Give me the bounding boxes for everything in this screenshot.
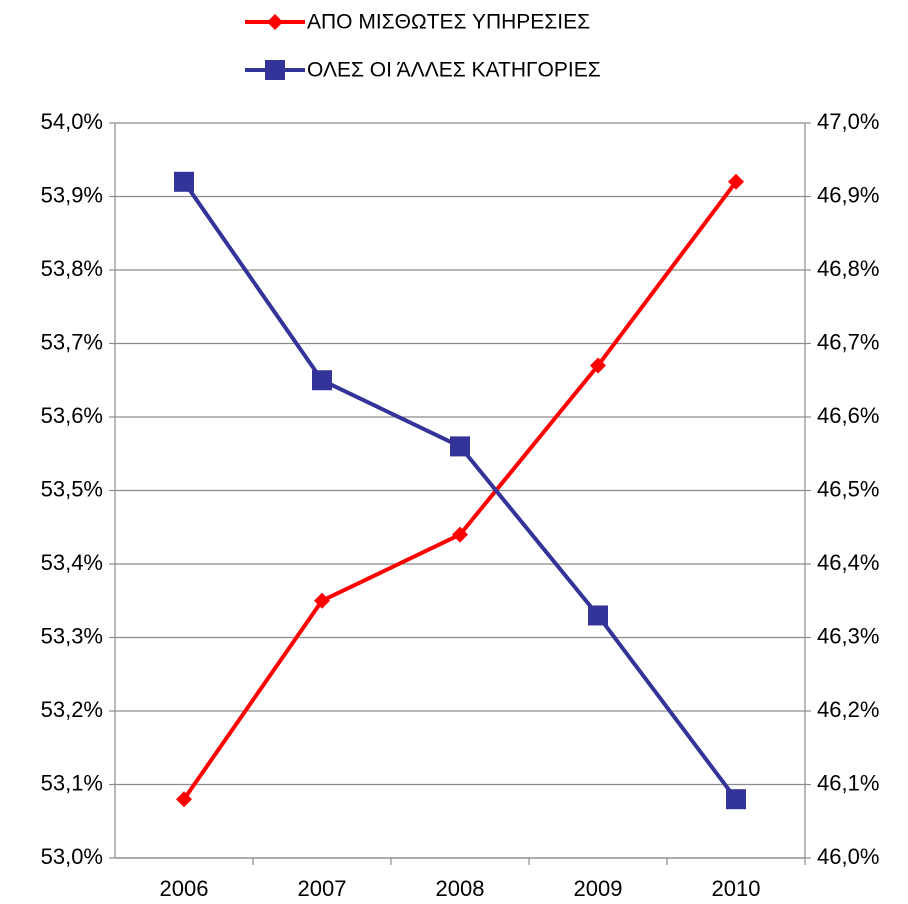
y-tick-label: 53,8% (41, 256, 103, 281)
x-tick-label: 2007 (298, 876, 347, 901)
y2-tick-label: 46,3% (817, 623, 879, 648)
x-tick-label: 2010 (712, 876, 761, 901)
y2-tick-label: 46,5% (817, 476, 879, 501)
legend-label: ΟΛΕΣ ΟΙ ΆΛΛΕΣ ΚΑΤΗΓΟΡΙΕΣ (307, 59, 601, 82)
y2-tick-label: 46,7% (817, 329, 879, 354)
data-point (726, 789, 746, 810)
x-tick-label: 2006 (160, 876, 209, 901)
y2-tick-label: 46,8% (817, 256, 879, 281)
data-point (590, 357, 606, 374)
y-tick-label: 53,2% (41, 697, 103, 722)
y2-tick-label: 46,0% (817, 844, 879, 869)
y-tick-label: 54,0% (41, 109, 103, 134)
data-point (450, 436, 470, 457)
y2-tick-label: 46,4% (817, 550, 879, 575)
data-point (314, 592, 330, 609)
data-point (728, 173, 744, 190)
data-point (174, 171, 194, 192)
y2-tick-label: 46,1% (817, 770, 879, 795)
legend-label: ΑΠΟ ΜΙΣΘΩΤΕΣ ΥΠΗΡΕΣΙΕΣ (307, 11, 590, 34)
y-tick-label: 53,3% (41, 623, 103, 648)
y2-tick-label: 46,9% (817, 182, 879, 207)
x-tick-label: 2009 (574, 876, 623, 901)
data-point (312, 370, 332, 391)
y-tick-label: 53,4% (41, 550, 103, 575)
y2-tick-label: 47,0% (817, 109, 879, 134)
y-tick-label: 53,1% (41, 770, 103, 795)
y-tick-label: 53,9% (41, 182, 103, 207)
data-point (176, 791, 192, 808)
x-tick-label: 2008 (436, 876, 485, 901)
y-tick-label: 53,6% (41, 403, 103, 428)
legend-marker (265, 60, 285, 80)
legend-marker (267, 14, 283, 30)
y-tick-label: 53,5% (41, 476, 103, 501)
y2-tick-label: 46,2% (817, 697, 879, 722)
y-tick-label: 53,7% (41, 329, 103, 354)
y2-tick-label: 46,6% (817, 403, 879, 428)
data-point (452, 526, 468, 543)
data-point (588, 605, 608, 626)
y-tick-label: 53,0% (41, 844, 103, 869)
